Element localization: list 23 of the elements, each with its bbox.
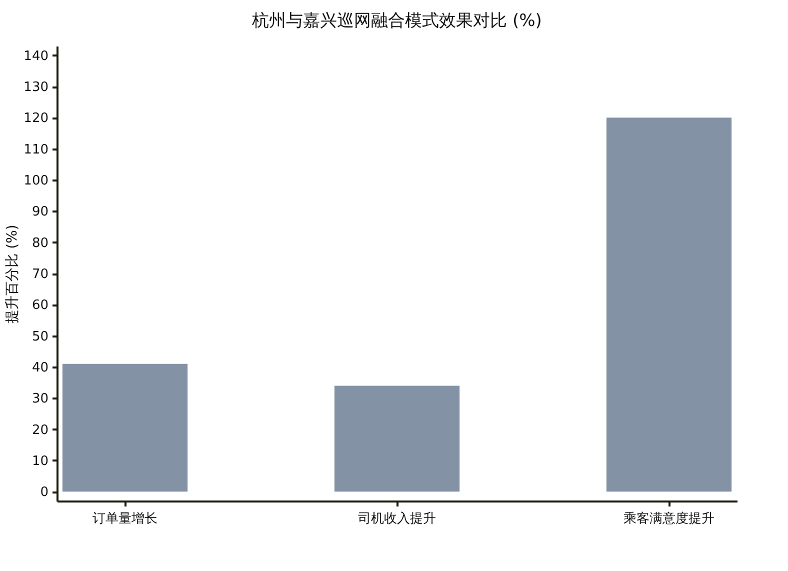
y-tick-label: 80 xyxy=(32,236,48,251)
y-tick-label: 20 xyxy=(32,422,48,438)
y-tick-label: 130 xyxy=(24,80,48,96)
y-tick-label: 40 xyxy=(32,360,48,376)
bar xyxy=(62,364,188,492)
bar xyxy=(606,118,732,492)
y-tick-label: 70 xyxy=(32,267,48,282)
y-tick-label: 140 xyxy=(24,48,48,64)
y-tick-label: 0 xyxy=(40,485,48,500)
y-tick-label: 30 xyxy=(32,392,48,407)
y-axis-title: 提升百分比 (%) xyxy=(4,224,21,324)
x-tick-label: 司机收入提升 xyxy=(358,512,436,526)
bar xyxy=(334,386,460,492)
y-tick-label: 50 xyxy=(32,329,48,344)
y-tick-label: 10 xyxy=(32,454,48,469)
x-tick-label: 订单量增长 xyxy=(92,512,158,526)
chart-title: 杭州与嘉兴巡网融合模式效果对比 (%) xyxy=(251,11,542,31)
y-tick-label: 110 xyxy=(24,142,48,158)
y-tick-label: 60 xyxy=(32,298,48,314)
y-tick-label: 100 xyxy=(24,174,48,189)
y-tick-label: 120 xyxy=(24,111,48,126)
y-tick-label: 90 xyxy=(32,204,48,220)
x-tick-label: 乘客满意度提升 xyxy=(624,510,714,526)
